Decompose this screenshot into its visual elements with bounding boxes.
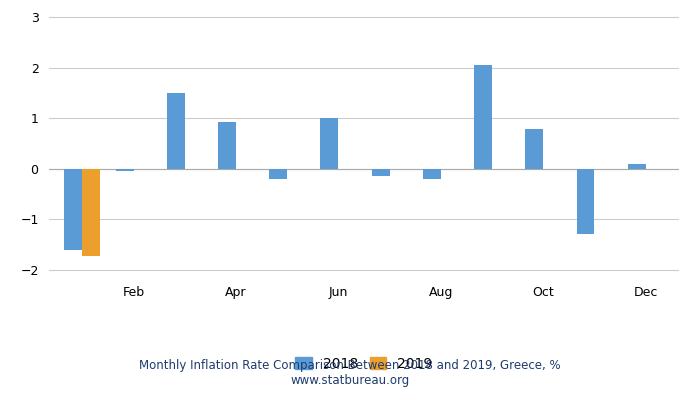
Bar	[321, 118, 338, 169]
Bar	[64, 169, 83, 250]
Bar	[83, 169, 100, 256]
Bar	[372, 169, 390, 176]
Bar	[525, 129, 543, 169]
Text: www.statbureau.org: www.statbureau.org	[290, 374, 410, 387]
Bar	[423, 169, 441, 179]
Bar	[628, 164, 645, 169]
Bar	[577, 169, 594, 234]
Bar	[270, 169, 287, 179]
Bar	[218, 122, 236, 169]
Bar	[116, 169, 134, 171]
Bar	[167, 93, 185, 169]
Bar	[474, 65, 492, 169]
Legend: 2018, 2019: 2018, 2019	[291, 352, 437, 375]
Text: Monthly Inflation Rate Comparison Between 2018 and 2019, Greece, %: Monthly Inflation Rate Comparison Betwee…	[139, 360, 561, 372]
